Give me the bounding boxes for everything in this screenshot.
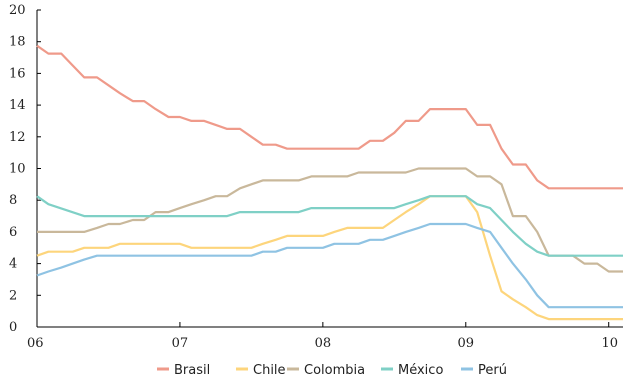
y-tick-label: 12 xyxy=(9,130,26,145)
y-tick-label: 6 xyxy=(9,225,17,240)
x-tick-label: 07 xyxy=(172,336,189,351)
y-tick-label: 20 xyxy=(9,3,26,18)
x-tick-label: 10 xyxy=(601,336,618,351)
series-line-per xyxy=(36,222,623,309)
x-tick-label: 06 xyxy=(27,336,44,351)
y-tick-label: 4 xyxy=(9,257,17,272)
legend: Brasil Chile Colombia México Perú xyxy=(157,363,507,378)
x-tick-label: 09 xyxy=(458,336,475,351)
legend-label: Chile xyxy=(253,363,286,378)
x-tick-label: 08 xyxy=(315,336,332,351)
legend-label: Colombia xyxy=(304,363,365,378)
x-axis: 06 07 08 09 10 xyxy=(27,322,623,351)
y-tick-label: 0 xyxy=(9,320,17,335)
legend-label: México xyxy=(398,363,443,378)
series-lines xyxy=(36,44,623,321)
legend-label: Perú xyxy=(478,363,507,378)
y-tick-label: 2 xyxy=(9,288,17,303)
y-tick-label: 8 xyxy=(9,193,17,208)
series-line-mxico xyxy=(36,195,623,257)
y-tick-label: 14 xyxy=(9,98,26,113)
y-axis: 0 2 4 6 8 10 12 14 16 18 20 xyxy=(9,3,41,335)
y-tick-label: 18 xyxy=(9,35,26,50)
legend-label: Brasil xyxy=(174,363,210,378)
series-line-brasil xyxy=(36,44,623,190)
series-line-chile xyxy=(36,195,623,321)
series-line-colombia xyxy=(37,167,623,273)
y-tick-label: 16 xyxy=(9,66,26,81)
y-tick-label: 10 xyxy=(9,162,26,177)
